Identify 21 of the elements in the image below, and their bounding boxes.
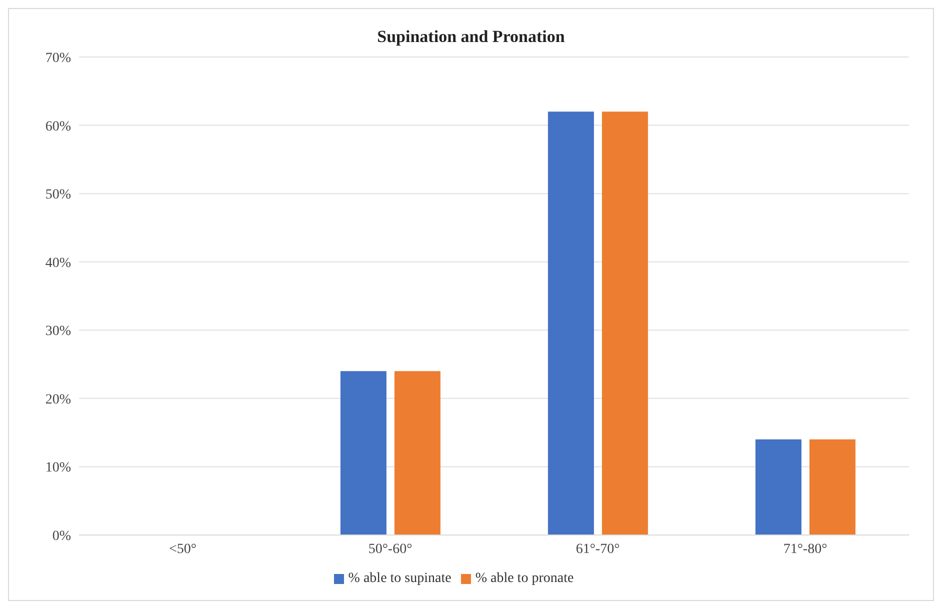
bar <box>340 371 386 535</box>
bar <box>602 112 648 535</box>
y-tick-label: 30% <box>45 324 72 340</box>
bar <box>394 371 440 535</box>
x-tick-label: 71°-80° <box>783 542 828 557</box>
bar <box>809 439 856 535</box>
legend-label: % able to supinate <box>348 571 452 586</box>
y-tick-label: 40% <box>45 256 72 271</box>
y-tick-label: 70% <box>45 50 72 66</box>
y-tick-label: 50% <box>45 188 72 203</box>
legend-label: % able to pronate <box>475 571 574 586</box>
x-tick-label: 50°-60° <box>368 542 412 557</box>
x-tick-label: 61°-70° <box>576 542 620 557</box>
y-tick-label: 60% <box>45 119 72 134</box>
bar <box>755 439 802 535</box>
chart-title: Supination and Pronation <box>376 27 566 47</box>
y-tick-label: 20% <box>45 392 72 408</box>
x-tick-label: <50° <box>169 542 196 557</box>
y-tick-label: 10% <box>45 460 72 476</box>
bar <box>548 112 594 535</box>
y-tick-label: 0% <box>52 528 72 544</box>
